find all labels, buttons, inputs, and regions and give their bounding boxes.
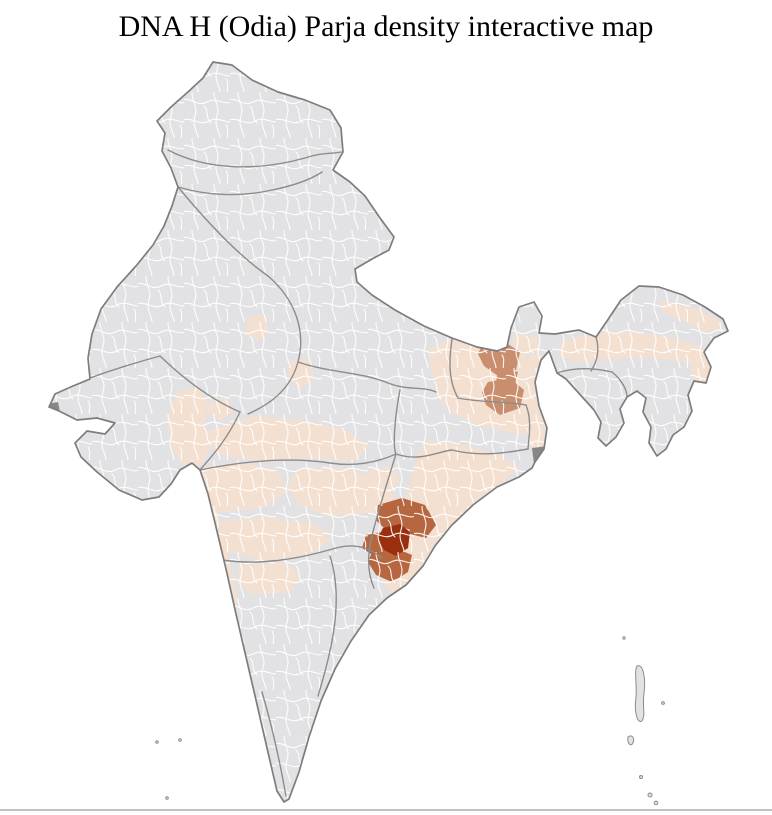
state-border-19: [556, 368, 613, 374]
island-dot-6: [178, 738, 182, 742]
state-border-13: [395, 449, 453, 458]
state-border-15: [221, 545, 383, 563]
state-border-9: [449, 338, 459, 399]
island-dot-4: [661, 701, 665, 705]
island-dot-2: [653, 800, 659, 806]
bottom-divider: [0, 809, 772, 811]
island-dot-7: [165, 796, 169, 800]
island-dot-1: [647, 792, 653, 798]
islands-layer: [155, 636, 665, 806]
state-border-5: [159, 355, 241, 471]
state-borders: [89, 149, 628, 797]
state-border-11: [525, 404, 531, 450]
island-dot-0: [639, 775, 643, 779]
state-border-6: [199, 453, 397, 471]
state-border-16: [317, 555, 337, 697]
state-border-12: [451, 448, 529, 455]
state-border-2: [177, 186, 269, 277]
state-border-0: [167, 149, 342, 168]
state-border-20: [611, 371, 628, 398]
island-andaman_2[interactable]: [627, 735, 635, 746]
island-andaman_main[interactable]: [634, 665, 646, 722]
state-border-4: [89, 355, 161, 379]
map-title: DNA H (Odia) Parja density interactive m…: [118, 10, 654, 43]
state-border-7: [297, 361, 437, 393]
island-dot-3: [622, 636, 626, 640]
state-border-1: [177, 171, 323, 196]
state-border-17: [261, 691, 287, 797]
india-outer-border: [48, 61, 729, 803]
island-dot-5: [155, 740, 159, 744]
district-borders-texture: [49, 62, 728, 802]
state-border-8: [393, 389, 401, 455]
region-sundarbans: [532, 446, 552, 470]
state-border-14: [368, 453, 397, 589]
state-border-10: [457, 397, 527, 406]
